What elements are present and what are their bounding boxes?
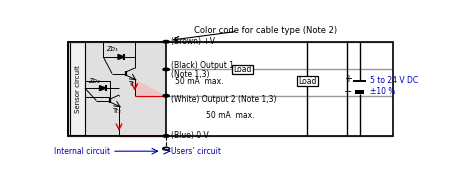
Text: 50 mA  max.: 50 mA max.: [207, 111, 255, 120]
Text: 5 to 24 V DC: 5 to 24 V DC: [370, 76, 418, 85]
Bar: [79, 81, 110, 97]
Bar: [297, 76, 318, 86]
Bar: [68, 42, 166, 136]
Circle shape: [163, 40, 169, 43]
Text: 50 mA  max.: 50 mA max.: [175, 77, 224, 86]
Bar: [70, 42, 85, 135]
Bar: [355, 90, 364, 94]
Circle shape: [163, 135, 169, 137]
Bar: [232, 65, 253, 74]
Text: +: +: [344, 74, 352, 84]
Text: ±10 %: ±10 %: [370, 87, 396, 96]
Text: Color code for cable type (Note 2): Color code for cable type (Note 2): [194, 26, 337, 35]
Text: Tr₂: Tr₂: [112, 108, 121, 114]
Text: (Blue) 0 V: (Blue) 0 V: [171, 131, 209, 140]
Text: Zᴅ₂: Zᴅ₂: [88, 78, 100, 84]
Text: Load: Load: [234, 65, 252, 74]
Text: Users’ circuit: Users’ circuit: [171, 147, 221, 156]
Circle shape: [163, 68, 169, 71]
Polygon shape: [99, 86, 106, 91]
Text: Internal circuit: Internal circuit: [54, 147, 110, 156]
Text: (Brown) +V: (Brown) +V: [171, 37, 216, 46]
Text: Zᴅ₁: Zᴅ₁: [106, 46, 118, 52]
Text: Sensor circuit: Sensor circuit: [75, 65, 81, 113]
Text: (Note 1,3): (Note 1,3): [171, 70, 210, 79]
Circle shape: [163, 94, 169, 97]
Bar: [68, 42, 393, 136]
Text: (White) Output 2 (Note 1,3): (White) Output 2 (Note 1,3): [171, 95, 277, 104]
Polygon shape: [118, 54, 124, 59]
Text: (Black) Output 1: (Black) Output 1: [171, 61, 234, 70]
Text: −: −: [344, 87, 352, 97]
Polygon shape: [135, 79, 166, 96]
Text: Load: Load: [298, 77, 316, 86]
Text: Tr₁: Tr₁: [128, 81, 137, 87]
